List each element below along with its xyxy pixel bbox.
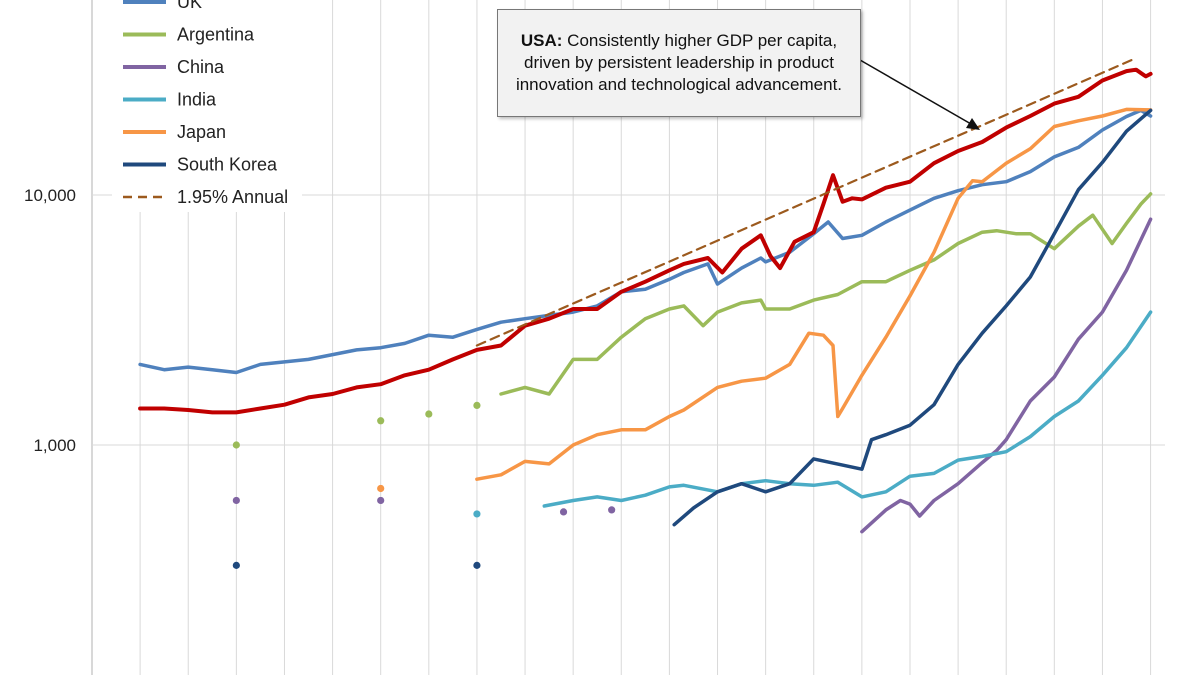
data-point-argentina [377, 417, 385, 425]
series-line-usa [138, 67, 1153, 415]
series-line-uk [138, 108, 1153, 375]
series-line-india [542, 310, 1153, 508]
y-tick-label: 1,000 [33, 436, 76, 455]
usa-annotation: USA: Consistently higher GDP per capita,… [497, 9, 861, 117]
legend-label: Argentina [177, 25, 255, 45]
data-point-china [559, 508, 568, 516]
series-line-japan [475, 107, 1153, 481]
series-line-1-95-annual [475, 56, 1138, 347]
legend: UK Argentina China India Japan South Korea 1.9… [112, 0, 302, 212]
legend-label: India [177, 90, 217, 110]
data-point-china [232, 496, 240, 505]
series-points [232, 401, 616, 569]
data-point-argentina [473, 401, 481, 410]
data-point-south-korea [473, 561, 481, 569]
legend-label: South Korea [177, 155, 278, 175]
legend-label: China [177, 57, 225, 77]
annotation-text: Consistently higher GDP per capita, driv… [515, 31, 843, 94]
series-lines [138, 56, 1153, 534]
annotation-arrowhead [966, 118, 980, 130]
legend-label: UK [177, 0, 202, 12]
series-line-argentina [499, 192, 1153, 396]
annotation-bold: USA: [520, 31, 563, 50]
data-point-japan [377, 484, 385, 493]
legend-label: 1.95% Annual [177, 187, 288, 207]
data-point-china [377, 496, 385, 505]
legend-label: Japan [177, 122, 226, 142]
series-line-south-korea [672, 108, 1153, 527]
data-point-argentina [425, 410, 433, 418]
data-point-china [608, 506, 616, 514]
data-point-argentina [232, 441, 240, 449]
data-point-india [473, 510, 481, 518]
data-point-south-korea [232, 561, 240, 569]
y-tick-label: 10,000 [24, 186, 76, 205]
annotation-arrow [859, 59, 979, 129]
y-axis: 10,000 1,000 [24, 186, 76, 455]
